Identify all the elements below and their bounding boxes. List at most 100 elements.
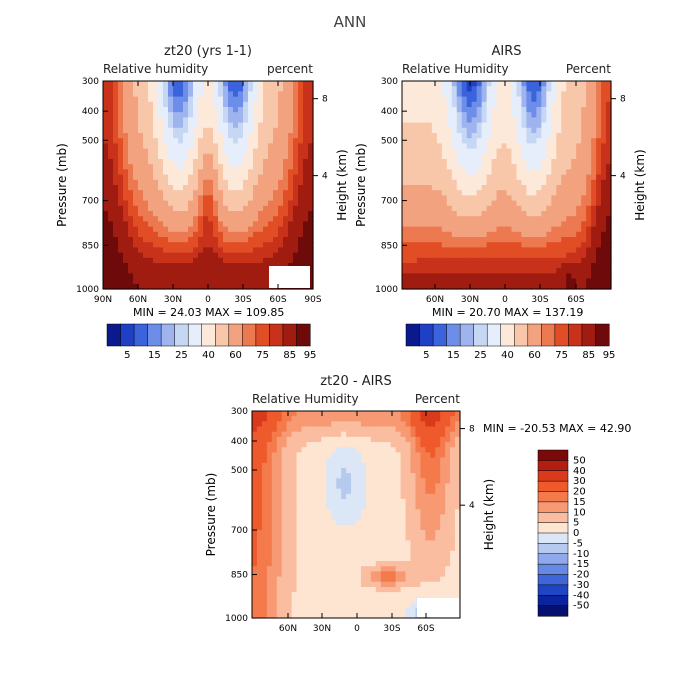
field-cell (601, 133, 607, 139)
field-cell (435, 509, 441, 516)
field-cell (331, 467, 337, 474)
field-cell (501, 185, 508, 191)
field-cell (118, 237, 124, 243)
field-cell (208, 216, 214, 222)
field-cell (278, 211, 284, 217)
field-cell (405, 545, 412, 552)
field-cell (445, 478, 451, 485)
field-cell (586, 237, 592, 243)
field-cell (531, 153, 537, 160)
field-cell (278, 195, 284, 202)
field-cell (400, 530, 407, 536)
field-cell (263, 174, 269, 181)
field-cell (370, 426, 377, 433)
field-cell (203, 231, 209, 238)
field-cell (576, 278, 582, 285)
field-cell (606, 153, 612, 160)
field-cell (243, 252, 249, 259)
field-cell (173, 117, 179, 124)
field-cell (213, 174, 219, 181)
field-cell (158, 91, 164, 98)
field-cell (536, 169, 542, 176)
field-cell (571, 226, 577, 233)
field-cell (336, 452, 342, 459)
field-cell (395, 514, 402, 521)
field-cell (516, 96, 523, 103)
field-cell (113, 205, 119, 212)
field-cell (273, 138, 279, 144)
field-cell (263, 268, 269, 274)
field-cell (551, 216, 557, 222)
field-cell (208, 153, 214, 160)
field-cell (198, 174, 204, 181)
field-cell (451, 164, 458, 170)
field-cell (256, 535, 263, 541)
field-cell (301, 498, 308, 505)
field-cell (516, 268, 523, 274)
field-cell (253, 190, 259, 196)
field-cell (411, 200, 418, 207)
field-cell (203, 268, 209, 274)
field-cell (491, 247, 498, 254)
field-cell (360, 597, 367, 604)
field-cell (526, 237, 532, 243)
field-cell (238, 143, 244, 150)
field-cell (108, 226, 114, 233)
field-cell (410, 524, 417, 531)
field-cell (425, 571, 431, 578)
field-cell (561, 268, 567, 274)
field-cell (521, 200, 528, 207)
field-cell (306, 483, 313, 490)
field-cell (421, 107, 428, 113)
field-cell (123, 216, 129, 222)
field-cell (351, 561, 357, 567)
field-cell (486, 226, 493, 233)
field-cell (138, 263, 144, 269)
field-cell (223, 127, 229, 134)
field-cell (466, 174, 473, 181)
field-cell (415, 555, 421, 562)
field-cell (218, 231, 224, 238)
field-cell (521, 231, 528, 238)
field-cell (491, 112, 498, 118)
field-cell (256, 566, 263, 573)
field-cell (356, 540, 362, 547)
field-cell (188, 179, 194, 186)
field-cell (491, 221, 498, 228)
field-cell (556, 231, 562, 238)
field-cell (566, 226, 572, 233)
field-cell (213, 283, 219, 290)
field-cell (516, 122, 523, 129)
field-cell (138, 81, 144, 87)
field-cell (178, 164, 184, 170)
field-cell (346, 473, 352, 479)
field-cell (410, 571, 417, 578)
field-cell (385, 509, 392, 516)
field-cell (370, 436, 377, 443)
field-cell (416, 153, 423, 160)
field-cell (208, 174, 214, 181)
field-cell (316, 431, 322, 438)
field-cell (321, 592, 327, 598)
field-cell (581, 143, 587, 150)
field-cell (118, 226, 124, 233)
field-cell (536, 101, 542, 108)
field-cell (360, 509, 367, 516)
field-cell (390, 473, 397, 479)
field-cell (133, 247, 139, 254)
field-cell (440, 416, 446, 422)
field-cell (541, 211, 547, 217)
field-cell (288, 138, 294, 144)
field-cell (178, 221, 184, 228)
field-cell (395, 597, 402, 604)
field-cell (356, 514, 362, 521)
field-cell (198, 117, 204, 124)
field-cell (341, 411, 347, 417)
field-cell (198, 205, 204, 212)
field-cell (446, 174, 453, 181)
field-cell (586, 273, 592, 280)
field-cell (238, 127, 244, 134)
field-cell (198, 242, 204, 248)
field-cell (426, 205, 433, 212)
field-cell (446, 263, 453, 269)
